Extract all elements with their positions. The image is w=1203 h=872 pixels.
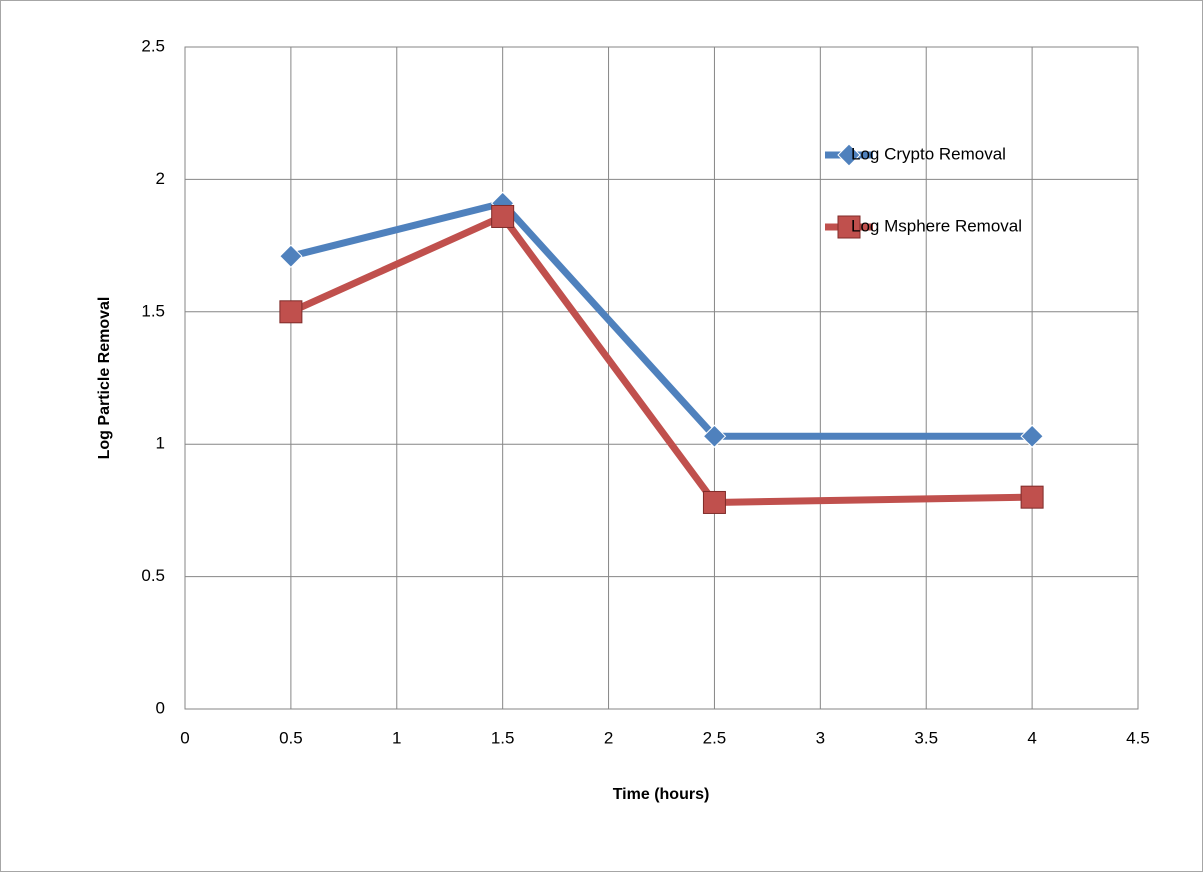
marker [1020, 424, 1044, 448]
y-tick-label: 2 [156, 169, 165, 188]
x-tick-label: 4.5 [1126, 728, 1150, 747]
marker-shape [702, 424, 727, 448]
x-tick-label: 2.5 [703, 728, 727, 747]
x-tick-label: 4 [1027, 728, 1036, 747]
marker-shape [837, 143, 861, 167]
x-tick-label: 1 [392, 728, 401, 747]
marker-shape [491, 204, 515, 228]
marker-shape [279, 300, 303, 324]
marker-shape [837, 215, 861, 239]
y-tick-label: 1 [156, 434, 165, 453]
x-tick-label: 1.5 [491, 728, 515, 747]
marker [279, 244, 303, 268]
marker-shape [1020, 485, 1044, 509]
legend-label: Log Msphere Removal [851, 216, 1022, 235]
legend-label: Log Crypto Removal [851, 144, 1006, 163]
marker [702, 490, 726, 514]
series-line [290, 199, 1033, 440]
marker [491, 204, 515, 228]
series-line [289, 212, 1033, 506]
marker [837, 143, 861, 167]
marker [702, 424, 727, 448]
x-tick-label: 0 [180, 728, 189, 747]
marker [1020, 485, 1044, 509]
x-tick-label: 0.5 [279, 728, 303, 747]
x-tick-label: 2 [604, 728, 613, 747]
marker-shape [702, 490, 726, 514]
y-tick-label: 0 [156, 698, 165, 717]
y-tick-label: 2.5 [141, 36, 165, 55]
marker [837, 215, 861, 239]
y-tick-label: 0.5 [141, 566, 165, 585]
y-tick-label: 1.5 [141, 301, 165, 320]
marker [279, 300, 303, 324]
marker-shape [279, 244, 303, 268]
x-tick-label: 3.5 [914, 728, 938, 747]
marker-shape [1020, 424, 1044, 448]
x-axis-title: Time (hours) [613, 786, 710, 803]
x-tick-label: 3 [816, 728, 825, 747]
y-axis-title: Log Particle Removal [96, 297, 113, 460]
